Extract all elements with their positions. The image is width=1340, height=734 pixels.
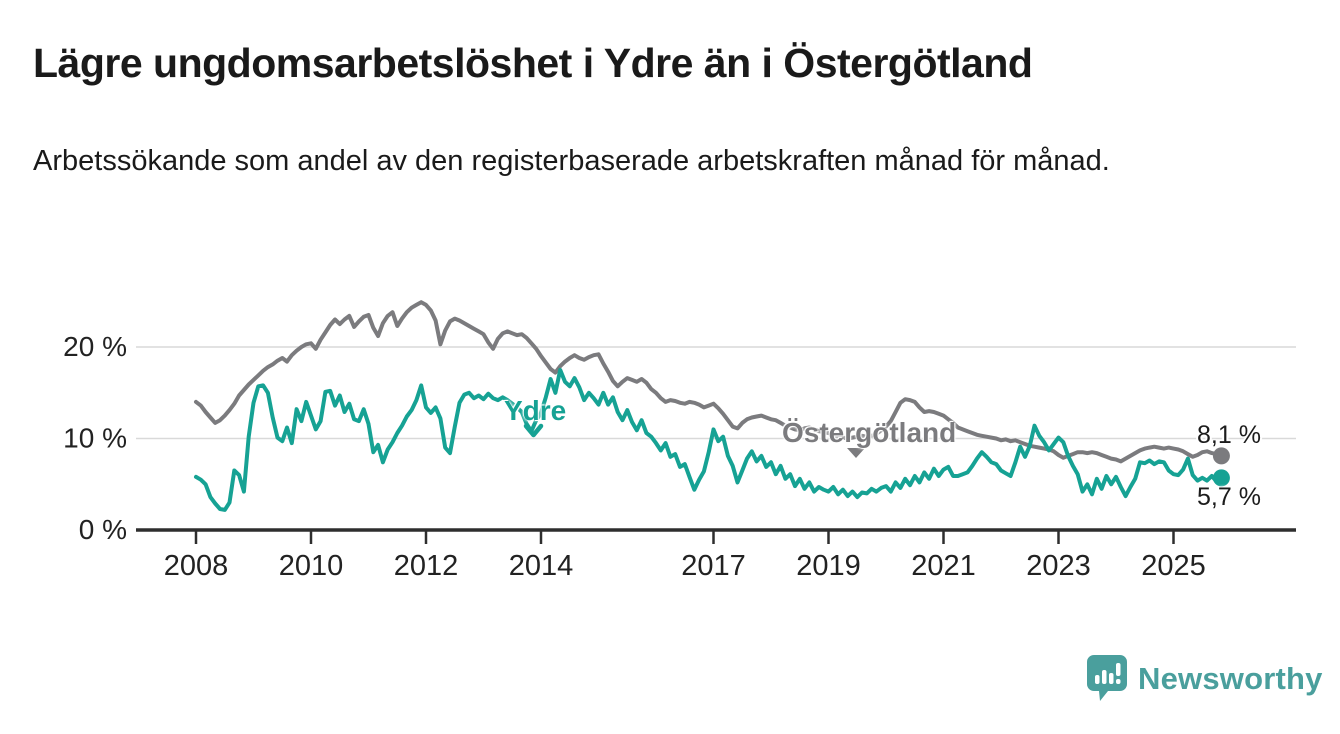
x-tick-label: 2010 xyxy=(279,550,344,582)
series-label-ydre: Ydre xyxy=(504,395,567,426)
chevron-down-icon xyxy=(523,423,544,438)
x-tick-label: 2019 xyxy=(796,550,861,582)
end-value-label-ydre: 5,7 % xyxy=(1197,483,1261,511)
newsworthy-logo-text: Newsworthy xyxy=(1138,660,1323,696)
x-tick-label: 2008 xyxy=(164,550,229,582)
x-tick-label: 2025 xyxy=(1141,550,1206,582)
series-line-ydre xyxy=(194,367,1224,512)
x-tick-label: 2021 xyxy=(911,550,976,582)
x-tick-label: 2023 xyxy=(1026,550,1091,582)
end-value-label-ostergotland: 8,1 % xyxy=(1197,421,1261,449)
y-tick-label: 0 % xyxy=(79,514,127,545)
chart-subtitle: Arbetssökande som andel av den registerb… xyxy=(33,145,1110,177)
y-tick-label: 20 % xyxy=(63,331,127,362)
y-tick-label: 10 % xyxy=(63,423,127,454)
series-line-ostergotland xyxy=(194,300,1224,464)
page-title: Lägre ungdomsarbetslöshet i Ydre än i Ös… xyxy=(33,40,1033,86)
x-tick-label: 2017 xyxy=(681,550,746,582)
newsworthy-logo-icon xyxy=(1087,655,1127,701)
newsworthy-branding: Newsworthy xyxy=(1087,655,1323,702)
series-label-ostergotland: Östergötland xyxy=(782,417,957,448)
x-tick-label: 2014 xyxy=(509,550,574,582)
line-chart: 2008 2010 2012 2014 2017 2019 2021 2023 2025 0 % 1… xyxy=(63,300,1296,582)
triangle-down-icon xyxy=(847,448,865,458)
x-tick-label: 2012 xyxy=(394,550,459,582)
